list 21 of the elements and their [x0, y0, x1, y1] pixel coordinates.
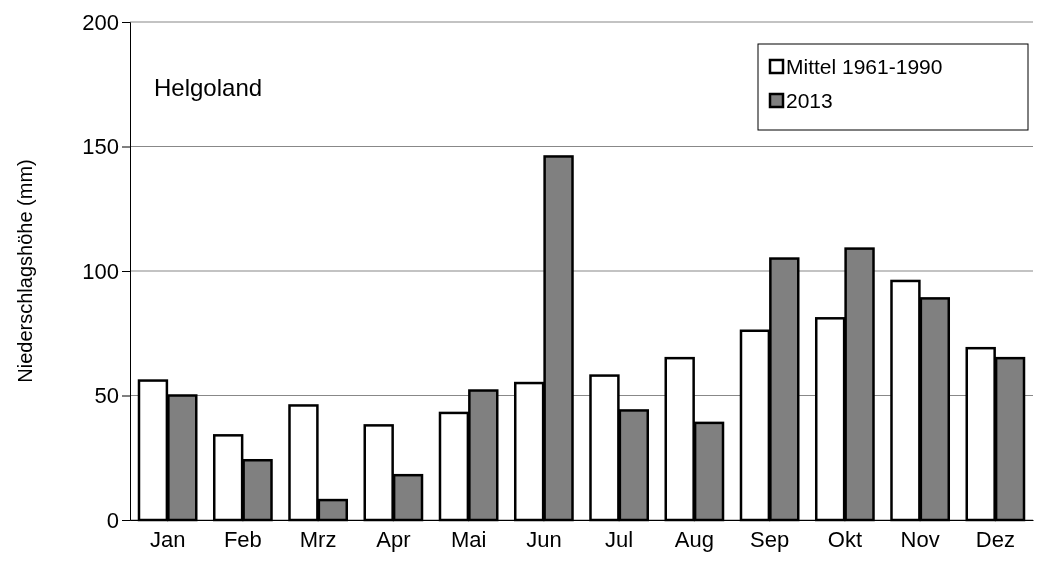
x-tick-label: Jan — [149, 527, 186, 553]
y-tick-label: 150 — [82, 134, 119, 160]
y-tick-label: 200 — [82, 9, 119, 35]
x-tick-label: Mai — [450, 527, 487, 553]
x-tick-label: Jul — [605, 527, 634, 553]
x-tick-label: Sep — [750, 527, 790, 553]
x-tick-label: Jun — [526, 527, 562, 553]
x-tick-label: Feb — [223, 527, 262, 553]
y-tick-label: 100 — [82, 258, 119, 284]
y-tick-label: 0 — [106, 507, 119, 533]
legend-label: 2013 — [786, 89, 833, 112]
x-tick-label: Apr — [376, 527, 411, 553]
x-tick-label: Aug — [674, 527, 714, 553]
x-tick-label: Dez — [975, 527, 1015, 553]
annotation: Helgoland — [154, 74, 263, 101]
x-tick-label: Nov — [900, 527, 940, 553]
x-tick-label: Mrz — [299, 527, 337, 553]
y-axis-title: Niederschlagshöhe (mm) — [14, 159, 36, 383]
legend-label: Mittel 1961-1990 — [786, 55, 943, 78]
x-tick-label: Okt — [827, 527, 862, 553]
y-tick-label: 50 — [94, 383, 119, 409]
